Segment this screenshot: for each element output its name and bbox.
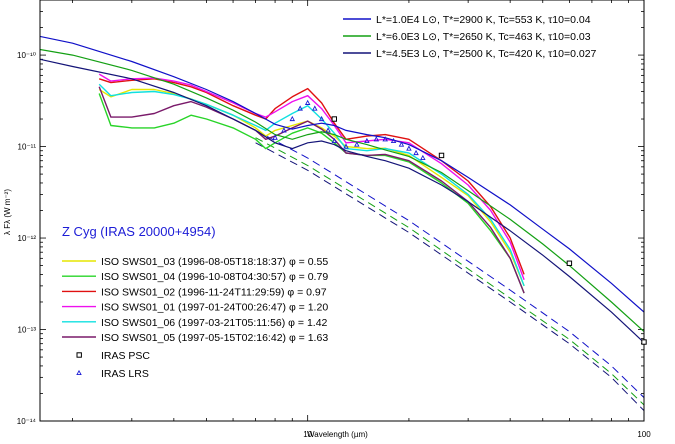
lrs-legend-label: IRAS LRS bbox=[101, 368, 149, 380]
model-dashed-line bbox=[255, 137, 644, 406]
chart-title: Z Cyg (IRAS 20000+4954) bbox=[62, 224, 216, 239]
iras-lrs-point bbox=[289, 115, 296, 122]
iras-lrs-point bbox=[297, 105, 303, 111]
iras-lrs-point bbox=[343, 143, 349, 149]
model-dashed-line bbox=[255, 142, 644, 411]
data-layer bbox=[40, 35, 644, 411]
model-dashed-line bbox=[255, 129, 644, 398]
iras-lrs-point bbox=[304, 99, 311, 105]
iras-lrs-point bbox=[281, 127, 287, 133]
y-tick-label: 10⁻¹⁴ bbox=[17, 417, 37, 426]
model-line bbox=[40, 48, 644, 333]
iras-psc-point bbox=[438, 152, 445, 159]
series-legend-label: ISO SWS01_02 (1996-11-24T11:29:59) φ = 0… bbox=[101, 286, 327, 298]
iras-lrs-point bbox=[420, 154, 426, 161]
y-axis-label: λ Fλ (W m⁻²) bbox=[3, 189, 12, 235]
iso-spectrum-line bbox=[98, 78, 525, 275]
iras-lrs-point bbox=[390, 137, 397, 144]
plot-frame bbox=[39, 0, 645, 422]
series-legend-label: ISO SWS01_04 (1996-10-08T04:30:57) φ = 0… bbox=[101, 271, 328, 283]
model-legend-label: L*=1.0E4 L⊙, T*=2900 K, Tc=553 K, τ10=0.… bbox=[376, 14, 591, 26]
iras-lrs-point bbox=[382, 136, 388, 142]
x-tick-label: 10 bbox=[303, 430, 312, 439]
iras-lrs-point bbox=[406, 145, 412, 151]
y-tick-labels: 10⁻¹⁰ 10⁻¹¹ 10⁻¹² 10⁻¹³ 10⁻¹⁴ bbox=[17, 51, 37, 426]
y-tick-label: 10⁻¹¹ bbox=[18, 143, 37, 152]
iso-spectrum-line bbox=[98, 88, 525, 287]
iras-lrs-point bbox=[413, 149, 419, 156]
iras-lrs-point bbox=[364, 137, 370, 144]
model-legend-label: L*=6.0E3 L⊙, T*=2650 K, Tc=463 K, τ10=0.… bbox=[376, 31, 591, 43]
psc-legend-label: IRAS PSC bbox=[101, 350, 150, 362]
iras-lrs-point bbox=[318, 115, 325, 122]
x-tick-label: 100 bbox=[637, 430, 651, 439]
observation-legend: ISO SWS01_03 (1996-08-05T18:18:37) φ = 0… bbox=[62, 256, 328, 380]
iso-spectrum-line bbox=[98, 86, 525, 294]
iras-lrs-point bbox=[325, 127, 331, 133]
model-legend-label: L*=4.5E3 L⊙, T*=2500 K, Tc=420 K, τ10=0.… bbox=[376, 48, 597, 60]
x-axis-label: Wavelength (µm) bbox=[307, 430, 368, 439]
iras-lrs-point bbox=[312, 105, 318, 111]
model-line bbox=[40, 58, 644, 344]
iras-lrs-point bbox=[354, 141, 360, 147]
series-legend-label: ISO SWS01_03 (1996-08-05T18:18:37) φ = 0… bbox=[101, 256, 328, 268]
y-tick-label: 10⁻¹⁰ bbox=[17, 51, 36, 60]
model-legend: L*=1.0E4 L⊙, T*=2900 K, Tc=553 K, τ10=0.… bbox=[343, 14, 597, 60]
series-legend-label: ISO SWS01_05 (1997-05-15T02:16:42) φ = 1… bbox=[101, 332, 328, 344]
series-legend-label: ISO SWS01_01 (1997-01-24T00:26:47) φ = 1… bbox=[101, 302, 328, 314]
iras-lrs-point bbox=[373, 136, 380, 142]
iso-spectrum-line bbox=[98, 93, 525, 294]
iras-psc-point bbox=[641, 339, 647, 345]
iso-spectrum-line bbox=[98, 73, 525, 280]
psc-legend-marker bbox=[76, 352, 82, 358]
iso-spectrum-line bbox=[98, 83, 525, 287]
x-tick-labels: 10 100 bbox=[303, 430, 651, 439]
iras-psc-point bbox=[331, 116, 338, 122]
y-tick-label: 10⁻¹³ bbox=[18, 326, 37, 335]
model-line bbox=[40, 35, 644, 313]
iras-lrs-point bbox=[272, 134, 278, 140]
y-tick-label: 10⁻¹² bbox=[18, 234, 37, 243]
iras-lrs-point bbox=[398, 141, 405, 147]
iras-lrs-point bbox=[331, 137, 338, 144]
series-legend-label: ISO SWS01_06 (1997-03-21T05:11:56) φ = 1… bbox=[101, 317, 328, 329]
iras-psc-point bbox=[566, 260, 573, 266]
lrs-legend-marker bbox=[76, 369, 82, 376]
